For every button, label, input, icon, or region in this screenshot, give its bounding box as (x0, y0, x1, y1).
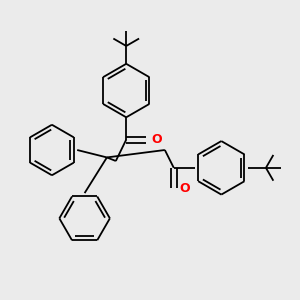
Text: O: O (179, 182, 190, 194)
Text: O: O (152, 133, 162, 146)
